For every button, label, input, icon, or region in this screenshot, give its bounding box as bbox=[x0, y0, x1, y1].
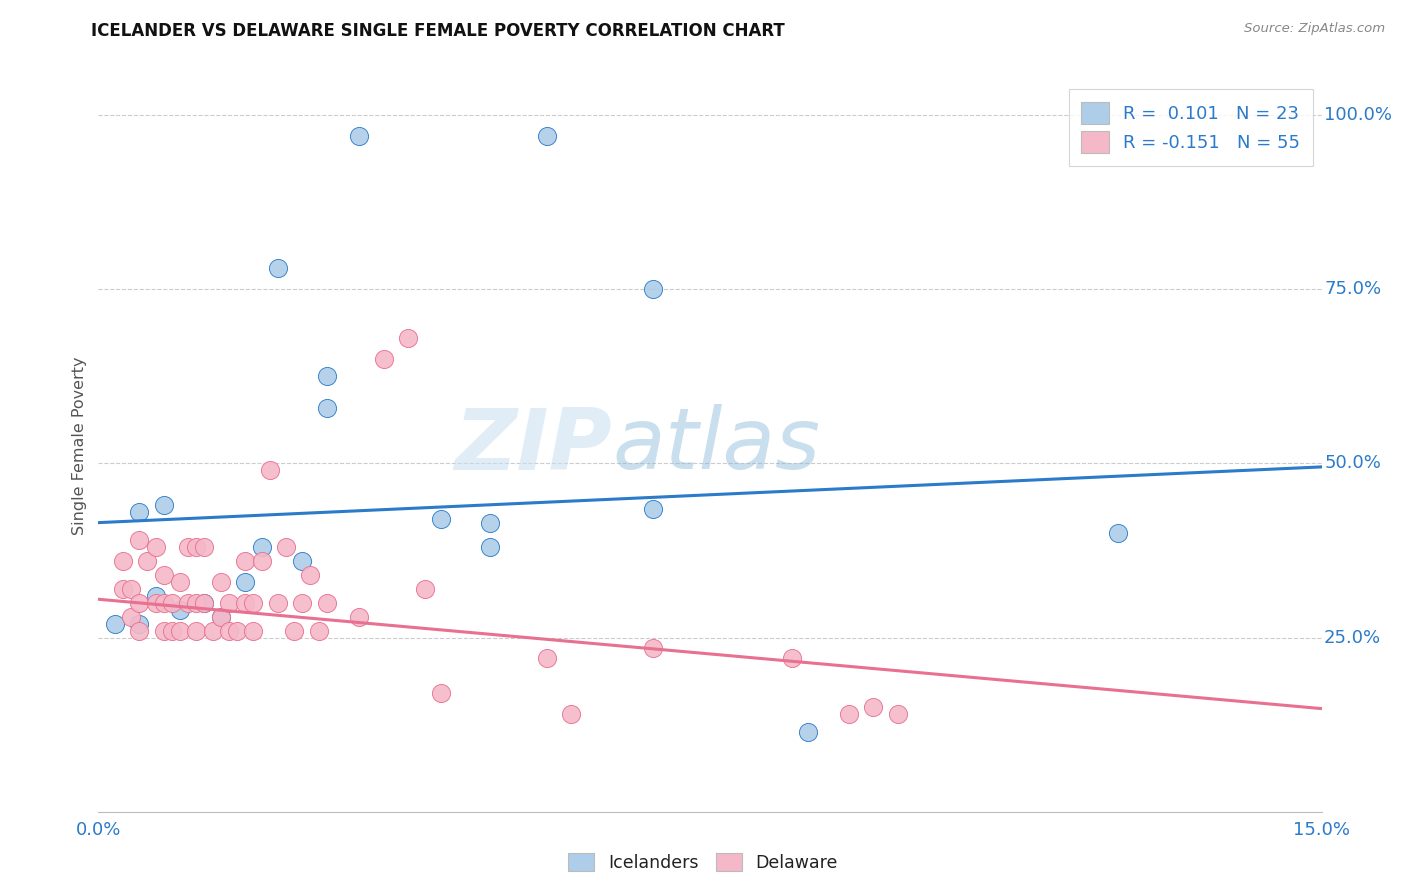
Point bbox=[145, 596, 167, 610]
Point bbox=[169, 574, 191, 589]
Point bbox=[308, 624, 330, 638]
Point bbox=[259, 463, 281, 477]
Point bbox=[111, 582, 134, 596]
Text: ZIP: ZIP bbox=[454, 404, 612, 488]
Text: ICELANDER VS DELAWARE SINGLE FEMALE POVERTY CORRELATION CHART: ICELANDER VS DELAWARE SINGLE FEMALE POVE… bbox=[91, 22, 785, 40]
Point bbox=[186, 540, 208, 554]
Point bbox=[233, 596, 256, 610]
Point bbox=[274, 540, 297, 554]
Point bbox=[186, 596, 208, 610]
Point bbox=[267, 261, 290, 276]
Point bbox=[136, 554, 159, 568]
Point bbox=[315, 596, 337, 610]
Legend: R =  0.101   N = 23, R = -0.151   N = 55: R = 0.101 N = 23, R = -0.151 N = 55 bbox=[1069, 89, 1313, 166]
Point bbox=[430, 686, 453, 700]
Point bbox=[160, 624, 183, 638]
Point bbox=[186, 624, 208, 638]
Point bbox=[242, 596, 264, 610]
Point bbox=[291, 554, 314, 568]
Point bbox=[201, 624, 224, 638]
Point bbox=[104, 616, 127, 631]
Point bbox=[152, 498, 174, 512]
Point bbox=[536, 128, 558, 143]
Point bbox=[430, 512, 453, 526]
Point bbox=[315, 369, 337, 384]
Point bbox=[111, 554, 134, 568]
Text: 100.0%: 100.0% bbox=[1324, 106, 1392, 124]
Point bbox=[152, 624, 174, 638]
Point bbox=[413, 582, 436, 596]
Point bbox=[478, 540, 501, 554]
Point bbox=[145, 589, 167, 603]
Text: Source: ZipAtlas.com: Source: ZipAtlas.com bbox=[1244, 22, 1385, 36]
Point bbox=[218, 624, 240, 638]
Point bbox=[641, 282, 664, 296]
Point bbox=[160, 596, 183, 610]
Point bbox=[120, 582, 142, 596]
Point bbox=[536, 651, 558, 665]
Text: 25.0%: 25.0% bbox=[1324, 629, 1381, 647]
Point bbox=[396, 331, 419, 345]
Point bbox=[641, 640, 664, 655]
Point bbox=[177, 596, 200, 610]
Y-axis label: Single Female Poverty: Single Female Poverty bbox=[72, 357, 87, 535]
Point bbox=[152, 567, 174, 582]
Point bbox=[120, 609, 142, 624]
Text: 50.0%: 50.0% bbox=[1324, 454, 1381, 473]
Point bbox=[780, 651, 803, 665]
Point bbox=[283, 624, 305, 638]
Point bbox=[169, 603, 191, 617]
Point bbox=[226, 624, 249, 638]
Point bbox=[209, 574, 232, 589]
Point bbox=[250, 554, 273, 568]
Text: atlas: atlas bbox=[612, 404, 820, 488]
Point bbox=[349, 128, 371, 143]
Point bbox=[1107, 526, 1129, 541]
Point bbox=[128, 596, 150, 610]
Point bbox=[560, 707, 582, 722]
Point bbox=[193, 596, 215, 610]
Point bbox=[291, 596, 314, 610]
Point bbox=[152, 596, 174, 610]
Point bbox=[209, 609, 232, 624]
Point bbox=[128, 505, 150, 519]
Point bbox=[169, 624, 191, 638]
Point bbox=[193, 540, 215, 554]
Point bbox=[193, 596, 215, 610]
Legend: Icelanders, Delaware: Icelanders, Delaware bbox=[561, 847, 845, 879]
Point bbox=[233, 574, 256, 589]
Point bbox=[349, 609, 371, 624]
Point bbox=[177, 540, 200, 554]
Point bbox=[233, 554, 256, 568]
Point bbox=[478, 516, 501, 530]
Point bbox=[641, 501, 664, 516]
Point bbox=[218, 596, 240, 610]
Point bbox=[315, 401, 337, 415]
Point bbox=[886, 707, 908, 722]
Point bbox=[145, 540, 167, 554]
Point bbox=[128, 616, 150, 631]
Point bbox=[128, 624, 150, 638]
Point bbox=[242, 624, 264, 638]
Point bbox=[797, 724, 820, 739]
Point bbox=[373, 351, 395, 366]
Text: 75.0%: 75.0% bbox=[1324, 280, 1381, 298]
Point bbox=[128, 533, 150, 547]
Point bbox=[209, 609, 232, 624]
Point bbox=[838, 707, 860, 722]
Point bbox=[250, 540, 273, 554]
Point bbox=[862, 700, 884, 714]
Point bbox=[299, 567, 322, 582]
Point bbox=[267, 596, 290, 610]
